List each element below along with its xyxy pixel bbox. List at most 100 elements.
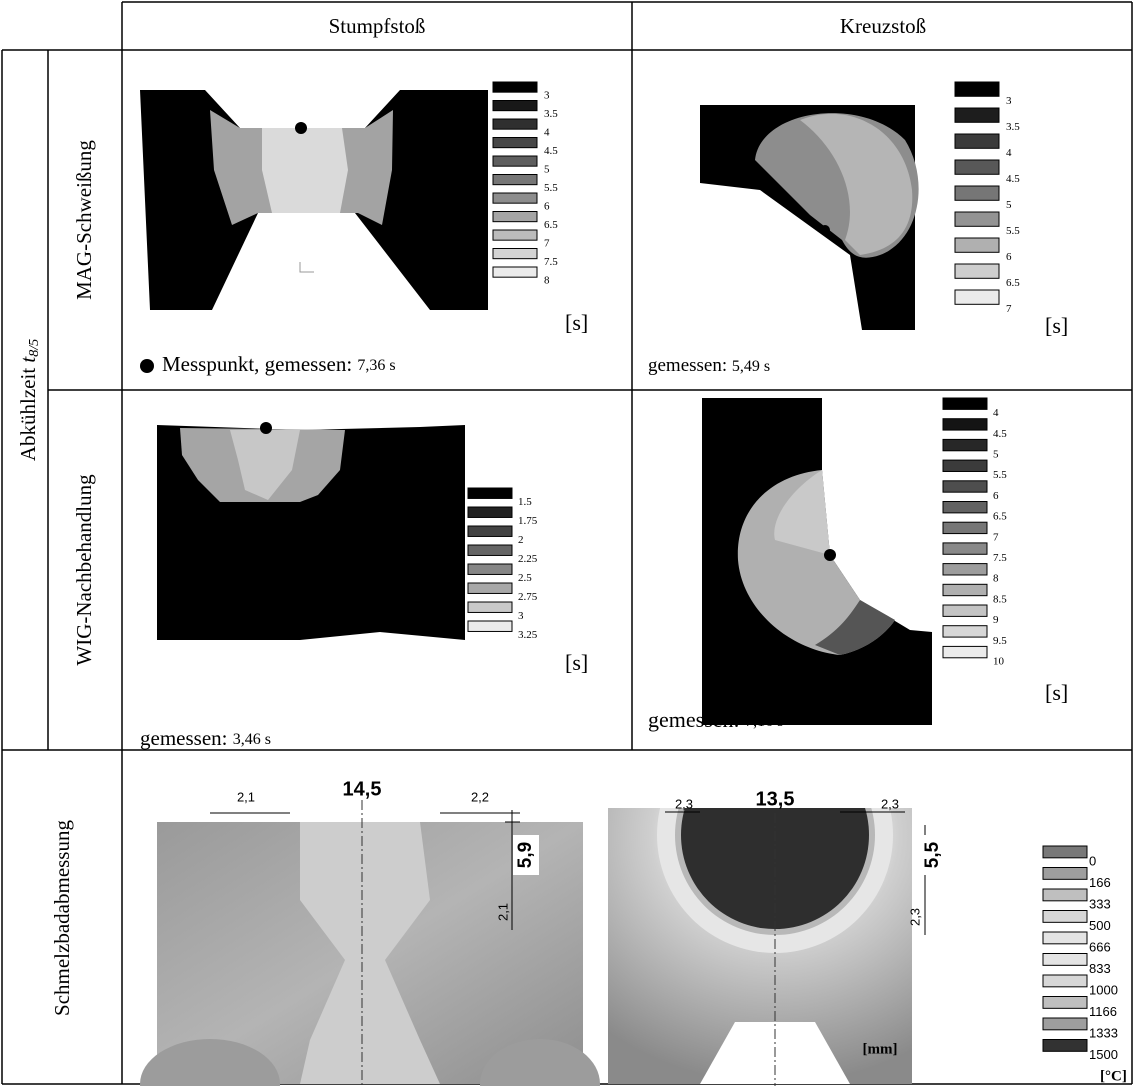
legend-label: 5.5 (544, 182, 558, 194)
legend-label: 166 (1089, 875, 1111, 890)
legend-swatch (943, 543, 987, 554)
dimension: 13,5 (756, 788, 795, 810)
legend-swatch (493, 249, 537, 259)
legend-swatch (493, 175, 537, 185)
legend-label: 7.5 (544, 256, 558, 268)
unit: [s] (565, 650, 588, 675)
legend-swatch (468, 488, 512, 498)
dimension: 2,3 (675, 796, 693, 811)
legend-label: 9 (993, 614, 999, 626)
figure: Stumpfstoß Kreuzstoß Abkühlzeit t8/5 MAG… (0, 0, 1134, 1086)
unit: [°C] (1100, 1068, 1127, 1084)
unit: [s] (1045, 313, 1068, 338)
legend-label: 1.5 (518, 496, 532, 508)
legend-label: 4.5 (544, 145, 558, 157)
legend-swatch (493, 138, 537, 148)
legend-label: 1500 (1089, 1047, 1118, 1062)
legend-label: 5 (993, 448, 999, 460)
dimension: 2,1 (495, 903, 510, 921)
legend-label: 6 (544, 200, 550, 212)
legend-label: 1166 (1089, 1004, 1117, 1019)
legend-label: 3.5 (1006, 121, 1020, 133)
legend-swatch (493, 267, 537, 277)
caption-value: 7,36 s (357, 357, 395, 374)
legend-swatch (943, 398, 987, 409)
legend-label: 3.5 (544, 108, 558, 120)
row-label: MAG-Schweißung (72, 140, 96, 300)
legend-label: 4 (993, 407, 999, 419)
legend-swatch (955, 264, 999, 278)
legend-label: 6.5 (1006, 277, 1020, 289)
legend-label: 8 (544, 274, 550, 286)
legend-swatch (468, 602, 512, 612)
caption: gemessen: 5,49 s (648, 355, 770, 376)
group-prefix: Abkühlzeit (16, 368, 40, 461)
caption-text: gemessen: (140, 726, 227, 750)
legend-swatch (468, 621, 512, 631)
legend-label: 7 (993, 531, 999, 543)
legend-swatch (493, 156, 537, 166)
legend-label: 2 (518, 534, 524, 546)
simulation-image (700, 105, 919, 330)
caption-text: Messpunkt, gemessen: (162, 352, 352, 376)
dimension: 2,2 (471, 789, 489, 804)
legend-label: 0 (1089, 854, 1096, 869)
legend-swatch (493, 193, 537, 203)
legend-label: 3.25 (518, 629, 538, 641)
legend-label: 7.5 (993, 552, 1007, 564)
caption-value: 7,16 s (745, 713, 783, 730)
legend-swatch (1043, 868, 1087, 880)
legend-swatch (955, 186, 999, 200)
legend-label: 9.5 (993, 635, 1007, 647)
legend-label: 666 (1089, 940, 1111, 955)
legend-label: 7 (544, 237, 550, 249)
legend-swatch (1043, 1018, 1087, 1030)
legend-label: 3 (518, 610, 524, 622)
legend-swatch (955, 134, 999, 148)
measure-point-icon (140, 359, 154, 373)
legend-swatch (955, 212, 999, 226)
legend-label: 1000 (1089, 983, 1118, 998)
legend-swatch (1043, 911, 1087, 923)
simulation-image (702, 398, 932, 725)
legend-label: 4 (1006, 147, 1012, 159)
row-label: Schmelzbadabmessung (50, 820, 74, 1016)
legend-swatch (493, 230, 537, 240)
legend-swatch (1043, 846, 1087, 858)
caption-text: gemessen: (648, 355, 727, 376)
legend-label: 1.75 (518, 515, 538, 527)
legend-swatch (468, 507, 512, 517)
dimension: 2,3 (881, 796, 899, 811)
legend-label: 6 (1006, 251, 1012, 263)
legend-swatch (1043, 997, 1087, 1009)
legend-label: 4.5 (1006, 173, 1020, 185)
legend-swatch (955, 160, 999, 174)
column-header: Stumpfstoß (329, 14, 426, 38)
column-header: Kreuzstoß (840, 14, 926, 38)
legend-label: 5.5 (993, 469, 1007, 481)
legend-swatch (943, 626, 987, 637)
legend-label: 3 (1006, 95, 1012, 107)
unit: [mm] (863, 1041, 898, 1057)
legend-swatch (955, 108, 999, 122)
legend-label: 7 (1006, 303, 1012, 315)
legend-label: 5 (544, 163, 550, 175)
legend-swatch (943, 502, 987, 513)
legend-swatch (493, 82, 537, 92)
legend-swatch (955, 238, 999, 252)
legend-swatch (943, 605, 987, 616)
legend-swatch (493, 119, 537, 129)
legend-swatch (1043, 932, 1087, 944)
row-label: WIG-Nachbehandlung (72, 474, 96, 666)
legend-label: 4.5 (993, 428, 1007, 440)
legend-label: 5 (1006, 199, 1012, 211)
caption-value: 5,49 s (732, 358, 770, 375)
legend-swatch (943, 646, 987, 657)
legend-label: 8.5 (993, 593, 1007, 605)
simulation-image (157, 422, 465, 640)
unit: [s] (1045, 680, 1068, 705)
legend-swatch (943, 522, 987, 533)
legend-label: 6 (993, 490, 999, 502)
legend-label: 5.5 (1006, 225, 1020, 237)
dimension: 5,9 (515, 842, 536, 868)
